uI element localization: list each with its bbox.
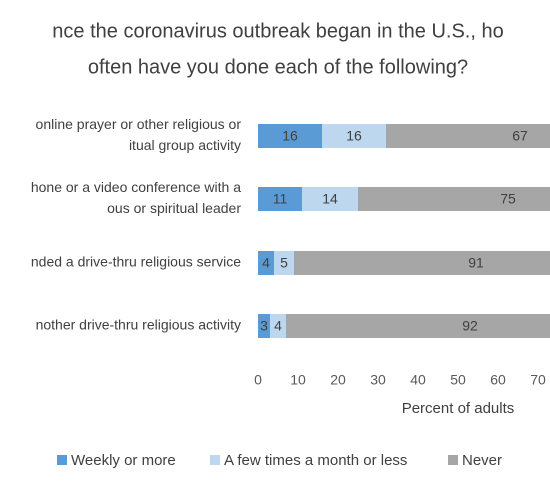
value-label: 5 [280, 255, 288, 271]
legend-label: Weekly or more [71, 452, 176, 469]
x-tick-label: 0 [254, 372, 262, 388]
x-tick-label: 60 [490, 372, 506, 388]
bar-segment [258, 314, 270, 338]
chart-title: nce the coronavirus outbreak began in th… [52, 20, 503, 42]
value-label: 91 [468, 255, 484, 271]
x-tick-label: 10 [290, 372, 306, 388]
value-label: 92 [462, 318, 478, 334]
value-label: 3 [260, 318, 268, 334]
value-label: 4 [274, 318, 282, 334]
x-tick-label: 40 [410, 372, 426, 388]
value-label: 14 [322, 191, 338, 207]
bar-segment [322, 124, 386, 148]
value-label: 4 [262, 255, 270, 271]
value-label: 16 [282, 128, 298, 144]
legend-swatch [448, 455, 458, 465]
x-tick-label: 50 [450, 372, 466, 388]
value-label: 75 [500, 191, 516, 207]
legend-label: A few times a month or less [224, 452, 407, 469]
bar-segment [286, 314, 550, 338]
x-tick-label: 70 [530, 372, 546, 388]
value-label: 67 [512, 128, 528, 144]
category-label: online prayer or other religious or [36, 116, 242, 132]
bar-segment [258, 187, 302, 211]
category-label: hone or a video conference with a [31, 179, 241, 195]
bar-segment [294, 251, 550, 275]
bar-segment [358, 187, 550, 211]
value-label: 16 [346, 128, 362, 144]
bar-segment [258, 124, 322, 148]
legend-swatch [57, 455, 67, 465]
x-axis-title: Percent of adults [402, 400, 515, 417]
category-label: nother drive-thru religious activity [36, 317, 241, 333]
value-label: 11 [273, 191, 288, 207]
category-label: itual group activity [129, 137, 241, 153]
x-tick-label: 20 [330, 372, 346, 388]
x-tick-label: 30 [370, 372, 386, 388]
legend-label: Never [462, 452, 502, 469]
legend-swatch [210, 455, 220, 465]
bar-segment [302, 187, 358, 211]
bar-segment [386, 124, 550, 148]
category-label: ous or spiritual leader [107, 200, 241, 216]
category-label: nded a drive-thru religious service [31, 254, 241, 270]
bar-segment [274, 251, 294, 275]
bar-segment [258, 251, 274, 275]
chart-title: often have you done each of the followin… [88, 56, 468, 78]
bar-segment [270, 314, 286, 338]
